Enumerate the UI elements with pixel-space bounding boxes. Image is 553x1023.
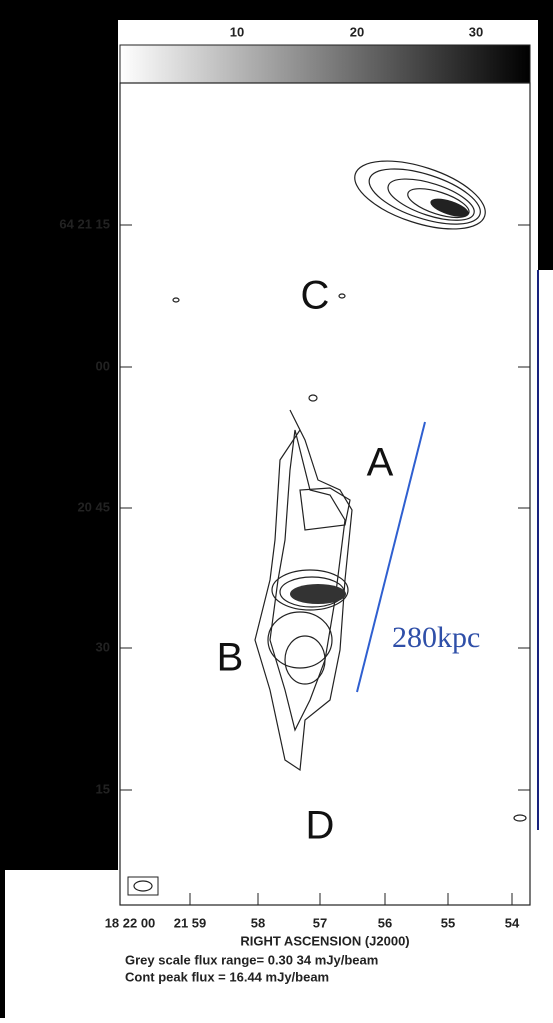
x-axis-title: RIGHT ASCENSION (J2000) [240, 933, 409, 948]
figure: 10 20 30 A B C D 280kpc [0, 0, 553, 1018]
colorbar-tick: 20 [350, 24, 364, 39]
region-label: C [301, 274, 330, 318]
ra-label: 21 59 [174, 915, 207, 930]
region-label: A [367, 441, 394, 485]
colorbar-tick: 10 [230, 24, 244, 39]
ra-label: 18 22 00 [105, 915, 156, 930]
border-right [538, 0, 553, 270]
border-left-bottom [0, 870, 5, 1018]
colorbar [120, 45, 530, 83]
dec-label: 20 45 [77, 499, 110, 514]
ra-label: 54 [505, 915, 520, 930]
dec-label: 00 [96, 358, 110, 373]
panel [118, 20, 538, 910]
ra-label: 55 [441, 915, 455, 930]
caption-line: Grey scale flux range= 0.30 34 mJy/beam [125, 952, 378, 967]
dec-label: 15 [96, 781, 110, 796]
region-label: B [217, 636, 244, 680]
scale-label: 280kpc [392, 621, 480, 654]
ra-label: 56 [378, 915, 392, 930]
dec-label: 64 21 15 [59, 216, 110, 231]
region-label: D [306, 804, 335, 848]
colorbar-tick: 30 [469, 24, 483, 39]
border-left [0, 0, 118, 870]
dec-label: 30 [96, 639, 110, 654]
ra-label: 57 [313, 915, 327, 930]
caption-line: Cont peak flux = 16.44 mJy/beam [125, 969, 329, 984]
ra-label: 58 [251, 915, 265, 930]
